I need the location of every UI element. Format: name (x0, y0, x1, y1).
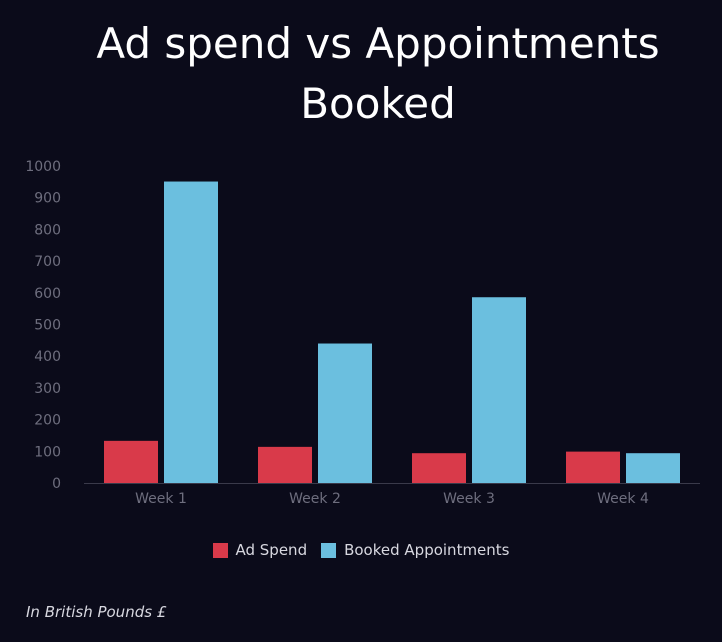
y-tick-label: 900 (34, 191, 61, 207)
y-tick-label: 1000 (25, 159, 61, 175)
y-tick-label: 0 (52, 476, 61, 492)
legend-label: Booked Appointments (344, 541, 510, 559)
bar-ad-spend (412, 453, 466, 483)
legend: Ad Spend Booked Appointments (0, 540, 722, 560)
legend-swatch (321, 542, 337, 558)
bar-booked-appointments (626, 453, 680, 483)
x-tick-label: Week 3 (443, 491, 495, 507)
bar-ad-spend (566, 451, 620, 483)
x-tick-label: Week 1 (135, 491, 187, 507)
bars (104, 181, 680, 483)
y-tick-label: 400 (34, 349, 61, 365)
legend-item[interactable]: Booked Appointments (321, 540, 510, 560)
bar-booked-appointments (472, 297, 526, 483)
bar-booked-appointments (164, 181, 218, 483)
bar-booked-appointments (318, 343, 372, 483)
x-tick-label: Week 4 (597, 491, 649, 507)
legend-swatch (212, 542, 228, 558)
y-tick-label: 100 (34, 444, 61, 460)
y-tick-label: 700 (34, 254, 61, 270)
legend-item[interactable]: Ad Spend (212, 540, 308, 560)
y-tick-label: 600 (34, 286, 61, 302)
bar-ad-spend (258, 446, 312, 483)
y-tick-label: 500 (34, 318, 61, 334)
x-tick-label: Week 2 (289, 491, 341, 507)
bar-ad-spend (104, 440, 158, 483)
legend-label: Ad Spend (235, 541, 308, 559)
y-axis: 0 100 200 300 400 500 600 700 800 900 1000 (25, 159, 61, 492)
chart-title: Ad spend vs Appointments Booked (96, 19, 660, 128)
y-tick-label: 800 (34, 222, 61, 238)
y-tick-label: 200 (34, 413, 61, 429)
y-tick-label: 300 (34, 381, 61, 397)
currency-note: In British Pounds £ (26, 603, 167, 621)
x-axis: Week 1 Week 2 Week 3 Week 4 (84, 483, 700, 507)
